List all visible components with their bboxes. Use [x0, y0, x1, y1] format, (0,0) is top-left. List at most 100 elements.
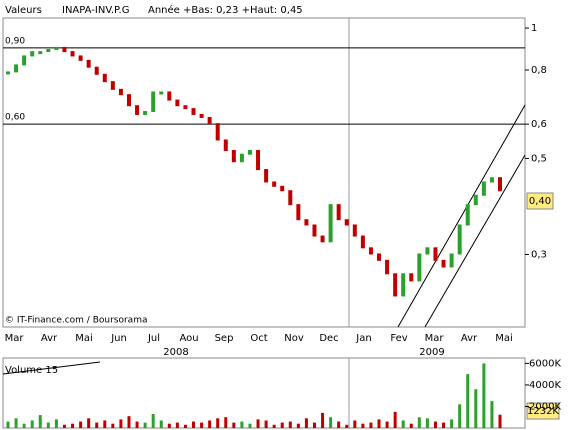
volume-bar — [14, 418, 18, 428]
candle — [312, 224, 317, 237]
volume-bar — [38, 415, 42, 428]
x-tick-label: Jul — [147, 333, 160, 344]
candle — [377, 253, 382, 261]
volume-bar — [466, 374, 470, 428]
volume-bar — [353, 420, 357, 428]
y-tick-label: 0,3 — [531, 249, 547, 260]
volume-bar — [30, 420, 34, 428]
candle — [30, 51, 35, 57]
candle — [86, 59, 91, 68]
y-tick-label: 6000K — [529, 358, 561, 369]
candle — [207, 116, 212, 125]
volume-bar — [280, 422, 284, 428]
candle — [288, 190, 293, 206]
candle — [344, 219, 349, 226]
candle — [498, 177, 502, 192]
volume-bar — [87, 418, 91, 428]
volume-bar — [95, 422, 99, 428]
current-volume-box — [526, 402, 560, 420]
candle — [449, 253, 454, 268]
candle — [62, 46, 67, 53]
candle — [360, 235, 365, 249]
price-frame — [2, 17, 526, 328]
symbol: INAPA-INV.P.G — [62, 5, 129, 16]
volume-bar — [6, 421, 10, 428]
trend-channel — [424, 154, 526, 328]
candle — [6, 71, 10, 75]
current-volume: 1232K — [527, 406, 559, 417]
candle — [102, 73, 107, 83]
candle — [78, 55, 83, 61]
volume-bar — [54, 419, 58, 428]
candle — [473, 194, 478, 206]
volume-bar — [442, 422, 446, 428]
candle — [239, 153, 244, 163]
volume-bar — [272, 424, 276, 428]
x-tick-label: Jan — [355, 333, 371, 344]
x-tick-label: Mar — [425, 333, 445, 344]
candle — [183, 105, 188, 110]
candle — [425, 247, 430, 255]
x-tick-label: Oct — [250, 333, 267, 344]
volume-bar — [22, 423, 26, 428]
x-tick-label: Nov — [284, 333, 304, 344]
volume-bar — [433, 421, 437, 428]
x-tick-label: Mai — [75, 333, 93, 344]
candle — [175, 99, 180, 107]
candle — [409, 273, 414, 282]
chart-title: Valeurs — [5, 5, 42, 16]
volume-frame — [2, 357, 526, 429]
volume-bar — [337, 421, 341, 428]
candle — [231, 150, 236, 163]
candle — [264, 169, 269, 183]
volume-bar — [425, 418, 429, 428]
volume-bar — [385, 421, 389, 428]
volume-bar — [296, 423, 300, 428]
y-tick-label: 2000K — [529, 401, 561, 412]
candle — [94, 66, 99, 75]
x-tick-label: Sep — [215, 333, 234, 344]
volume-bar — [135, 421, 139, 428]
volume-bar — [79, 421, 83, 428]
volume-bar — [377, 419, 381, 428]
candle — [401, 273, 406, 297]
candle — [272, 181, 277, 187]
volume-bar — [183, 424, 187, 428]
candle — [22, 55, 27, 66]
volume-bar — [304, 418, 308, 428]
volume-bar — [119, 419, 123, 428]
candle — [159, 91, 164, 95]
candle — [417, 253, 422, 282]
volume-bar — [498, 414, 502, 428]
candle — [256, 150, 261, 171]
volume-bar — [159, 420, 163, 428]
volume-bar — [240, 421, 244, 428]
x-tick-label: Aou — [179, 333, 198, 344]
volume-bar — [224, 417, 228, 428]
volume-bar — [482, 363, 486, 428]
volume-bar — [490, 401, 494, 428]
candle — [247, 150, 252, 155]
volume-bar — [143, 422, 147, 428]
volume-bar — [474, 389, 478, 428]
credit: © IT-Finance.com / Boursorama — [5, 316, 147, 326]
volume-bar — [248, 423, 252, 428]
reference-label: 0,60 — [5, 113, 25, 123]
year-label: 2009 — [419, 347, 444, 358]
volume-bar — [417, 417, 421, 428]
y-tick-label: 1 — [531, 23, 537, 34]
volume-trend — [2, 361, 101, 375]
candle — [191, 108, 196, 115]
candle — [385, 259, 390, 275]
year-label: 2008 — [163, 347, 188, 358]
x-tick-label: Mai — [495, 333, 513, 344]
range-annotation: Année +Bas: 0,23 +Haut: 0,45 — [148, 4, 303, 16]
volume-bar — [151, 414, 155, 428]
volume-bar — [232, 422, 236, 428]
volume-bar — [312, 422, 316, 428]
y-tick-label: 4000K — [529, 380, 561, 391]
trend-channel — [397, 104, 526, 328]
volume-bar — [103, 420, 107, 428]
candle — [320, 235, 325, 243]
current-price: 0,40 — [529, 196, 551, 207]
